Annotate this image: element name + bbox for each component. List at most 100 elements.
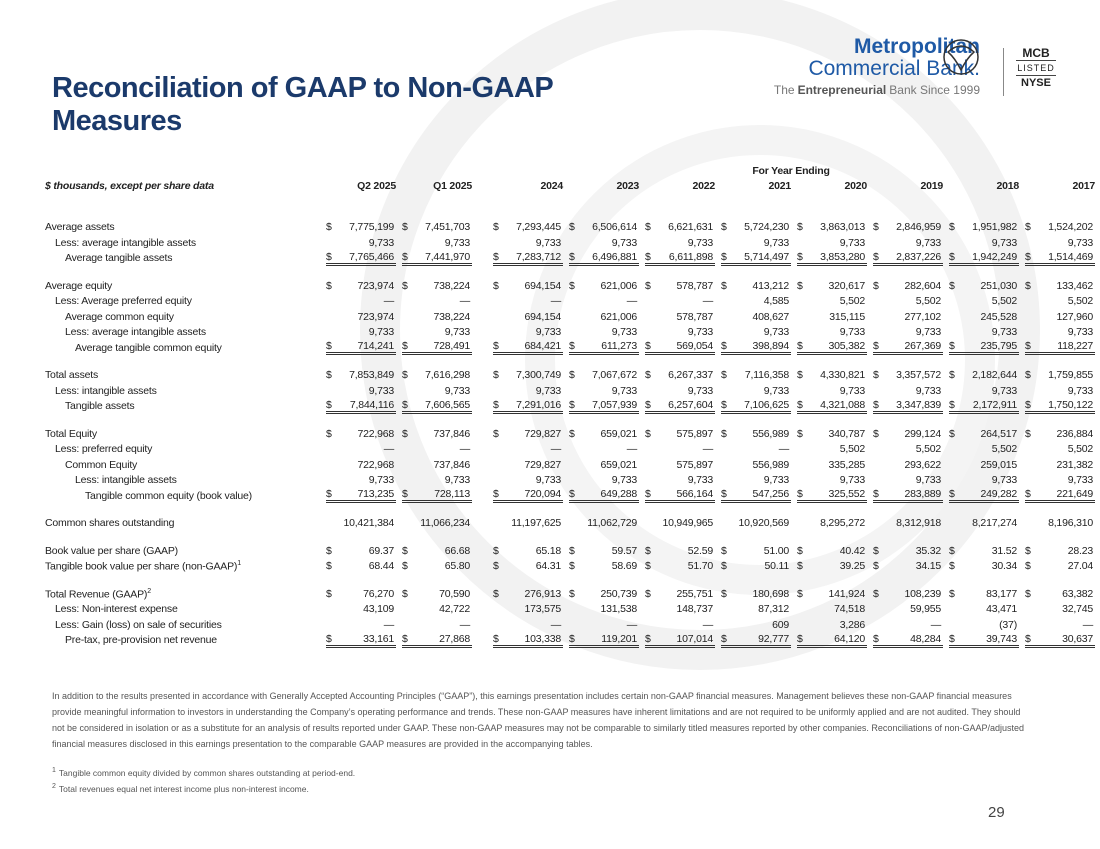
cell-content: $7,853,849 (326, 369, 396, 381)
value: 127,960 (1056, 310, 1093, 323)
value-cell: 87,312 (715, 602, 791, 618)
value: 9,733 (687, 236, 713, 249)
row-label: Average assets (45, 220, 320, 236)
tagline: The Entrepreneurial Bank Since 1999 (760, 83, 980, 97)
value-cell: $7,057,939 (563, 399, 639, 415)
value-cell: $107,014 (639, 633, 715, 649)
value: 39,743 (986, 632, 1017, 645)
cell-content: — (569, 619, 639, 631)
value: 65.80 (444, 560, 470, 573)
value: 9,733 (991, 236, 1017, 249)
footnote-text: Tangible common equity divided by common… (58, 767, 356, 778)
value-cell: $51.70 (639, 559, 715, 575)
cell-content: $250,739 (569, 588, 639, 600)
value-cell: — (487, 442, 563, 458)
value-cell: 9,733 (715, 235, 791, 251)
cell-content: $7,291,016 (493, 399, 563, 414)
value: 1,951,982 (972, 221, 1017, 234)
cell-content: $566,164 (645, 488, 715, 504)
value-cell: $64,120 (791, 633, 867, 649)
column-header: 2021 (768, 179, 791, 192)
value: 1,750,122 (1048, 398, 1093, 411)
cell-content: 9,733 (721, 474, 791, 486)
value-cell: 42,722 (396, 602, 472, 618)
value-cell: $51.00 (715, 543, 791, 559)
value-cell: $2,172,911 (943, 399, 1019, 415)
cell-content: $249,282 (949, 488, 1019, 504)
value: 713,235 (357, 488, 394, 501)
value-cell: $722,968 (320, 426, 396, 442)
cell-content: $58.69 (569, 560, 639, 572)
value: 621,006 (600, 310, 637, 323)
page-number: 29 (988, 804, 1005, 821)
value-cell: $264,517 (943, 426, 1019, 442)
value: 34.15 (915, 560, 941, 573)
value-cell: 659,021 (563, 457, 639, 473)
cell-content: $59.57 (569, 545, 639, 557)
currency: $ (402, 544, 408, 557)
cell-content: $39.25 (797, 560, 867, 572)
value: 119,201 (601, 632, 637, 645)
value: 50.11 (764, 560, 790, 573)
cell-content: $575,897 (645, 428, 715, 440)
value-cell: $63,382 (1019, 586, 1095, 602)
value: 1,759,855 (1048, 369, 1093, 382)
cell-content: $30,637 (1025, 633, 1095, 648)
label-text: Tangible assets (65, 400, 135, 413)
column-header: 2023 (616, 179, 639, 192)
currency: $ (721, 587, 727, 600)
cell-content: $2,846,959 (873, 221, 943, 233)
cell-content: $180,698 (721, 588, 791, 600)
value-cell: $221,649 (1019, 488, 1095, 504)
value-cell: $5,714,497 (715, 251, 791, 267)
currency: $ (402, 488, 408, 501)
value-cell: $267,369 (867, 340, 943, 356)
value-cell: — (487, 294, 563, 310)
cell-content: 8,312,918 (873, 517, 943, 529)
value-cell: 9,733 (396, 325, 472, 341)
value-cell: 9,733 (791, 473, 867, 489)
currency: $ (721, 398, 727, 411)
value: 276,913 (524, 587, 561, 600)
currency: $ (493, 221, 499, 234)
value: 83,177 (986, 587, 1017, 600)
value-cell: $728,113 (396, 488, 472, 504)
value-cell: 722,968 (320, 457, 396, 473)
cell-content: 42,722 (402, 603, 472, 615)
cell-content: $39,743 (949, 633, 1019, 648)
currency: $ (949, 632, 955, 645)
value: 8,312,918 (896, 517, 941, 530)
group-header: For Year Ending (752, 165, 830, 177)
currency: $ (797, 279, 803, 292)
value-cell: $7,853,849 (320, 368, 396, 384)
value: 27,868 (439, 632, 470, 645)
value: 556,989 (752, 458, 789, 471)
value-cell: — (867, 617, 943, 633)
cell-content: 609 (721, 619, 791, 631)
cell-content: $1,524,202 (1025, 221, 1095, 233)
currency: $ (493, 340, 499, 353)
footnote: 2 Total revenues equal net interest incom… (52, 780, 355, 796)
cell-content: — (326, 295, 396, 307)
cell-content: $1,750,122 (1025, 399, 1095, 414)
cell-content: 11,062,729 (569, 517, 639, 529)
disclaimer: In addition to the results presented in … (52, 691, 1025, 749)
table-row: Average common equity 723,974 738,224 694,1… (45, 309, 1095, 325)
cell-content: 9,733 (721, 237, 791, 249)
cell-content: $6,621,631 (645, 221, 715, 233)
cell-content: $621,006 (569, 280, 639, 292)
cell-content: 694,154 (493, 311, 563, 323)
value-cell: $2,837,226 (867, 251, 943, 267)
label-text: Average assets (45, 221, 115, 234)
value: 728,491 (433, 340, 470, 353)
cell-content: $325,552 (797, 488, 867, 504)
value: 722,968 (357, 427, 394, 440)
cell (396, 164, 472, 178)
cell-content: 9,733 (645, 385, 715, 397)
value-cell: $27.04 (1019, 559, 1095, 575)
value-cell: $33,161 (320, 633, 396, 649)
value-cell: — (320, 442, 396, 458)
cell-content: 43,471 (949, 603, 1019, 615)
value: 305,382 (828, 340, 865, 353)
